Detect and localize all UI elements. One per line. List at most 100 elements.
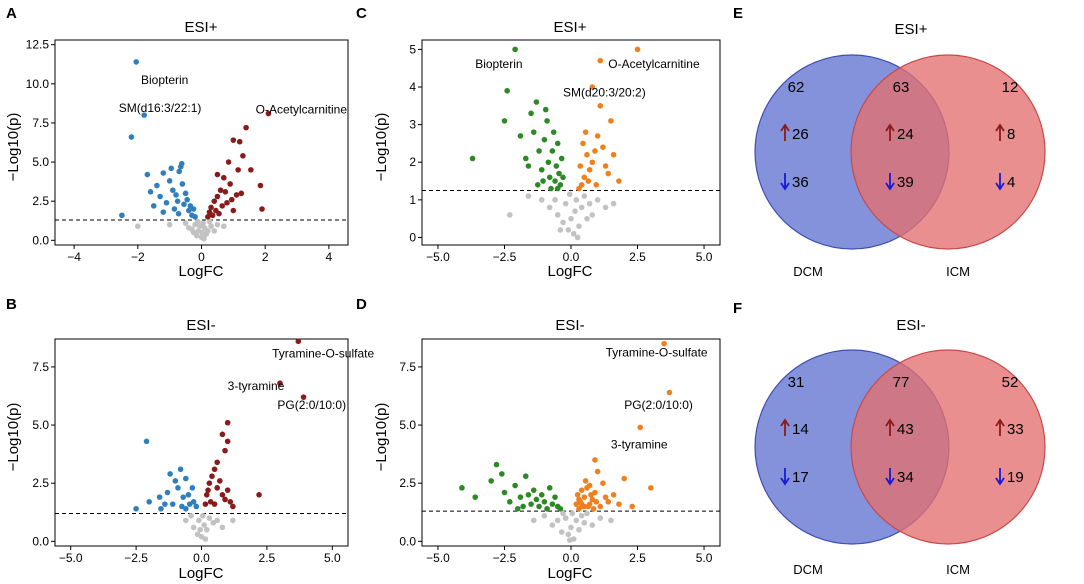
x-tick-label: −5.0 [59, 551, 83, 565]
point-down [554, 140, 561, 147]
point-up [203, 492, 210, 498]
point-down [530, 129, 537, 135]
point-down [558, 155, 565, 162]
y-tick-label: 4 [409, 80, 416, 94]
point-nonsignificant [135, 223, 141, 230]
point-up [233, 192, 240, 198]
venn-mid-down-count: 34 [897, 469, 914, 486]
point-down [549, 501, 556, 507]
x-tick-label: −5.0 [426, 551, 450, 565]
point-up [209, 473, 215, 480]
point-down [522, 473, 529, 480]
point-nonsignificant [196, 517, 202, 524]
venn-left-up-count: 14 [792, 421, 809, 438]
point-up [581, 174, 588, 181]
x-axis-label-c: LogFC [547, 263, 592, 280]
point-down [154, 182, 160, 189]
point-down [557, 505, 564, 512]
point-down [156, 494, 163, 500]
point-down [540, 178, 546, 184]
x-tick-label: −5.0 [426, 250, 450, 264]
point-up [594, 133, 601, 139]
point-down [160, 170, 167, 176]
point-down [182, 190, 189, 197]
point-up [211, 198, 218, 204]
x-axis-label-b: LogFC [178, 565, 223, 582]
point-up [219, 203, 226, 209]
point-nonsignificant [190, 524, 197, 531]
point-up [214, 193, 221, 200]
point-up [576, 505, 582, 512]
point-up [582, 129, 589, 135]
point-nonsignificant [507, 212, 513, 218]
x-tick-label: 0.0 [193, 551, 210, 565]
point-down [546, 174, 553, 181]
point-nonsignificant [610, 200, 617, 207]
point-nonsignificant [570, 230, 577, 237]
point-down [166, 178, 173, 184]
y-tick-label: 5 [409, 42, 416, 56]
point-down [181, 201, 187, 208]
point-down [472, 494, 479, 500]
point-down [170, 187, 176, 194]
plot-title-b: ESI- [186, 317, 215, 334]
point-down [512, 46, 518, 53]
point-nonsignificant [530, 517, 537, 524]
point-up [240, 153, 246, 159]
point-up [243, 124, 249, 131]
point-down [173, 192, 179, 198]
down-arrow-icon [995, 173, 1005, 191]
point-up [592, 457, 598, 463]
panel-letter-a: A [6, 5, 17, 22]
annotation-label: SM(d20:3/20:2) [563, 85, 646, 99]
y-tick-label: 5.0 [399, 418, 416, 432]
point-up [217, 187, 224, 194]
point-nonsignificant [576, 223, 582, 229]
panel-letter-b: B [6, 296, 17, 313]
point-nonsignificant [549, 522, 556, 528]
point-down [158, 505, 164, 512]
point-down [183, 475, 189, 482]
point-down [178, 160, 185, 167]
point-nonsignificant [208, 223, 214, 230]
point-up [256, 492, 262, 498]
y-axis-label-c: −Log10(p) [373, 113, 390, 182]
point-up [228, 196, 235, 203]
point-down [185, 492, 192, 498]
point-nonsignificant [565, 227, 572, 233]
point-up [629, 503, 635, 510]
down-arrow-icon [885, 173, 895, 191]
point-down [143, 438, 150, 445]
point-nonsignificant [202, 536, 209, 542]
y-tick-label: 2 [409, 155, 416, 169]
down-arrow-icon [780, 468, 790, 486]
point-nonsignificant [214, 517, 220, 524]
up-arrow-icon [995, 123, 1005, 141]
point-nonsignificant [201, 522, 207, 528]
venn-mid-up-count: 43 [897, 421, 914, 438]
venn-label-icm-e: ICM [946, 264, 970, 279]
venn-diagram-f: F ESI- 31 77 52 14 17 43 34 33 19 DCM ICM [733, 300, 1046, 577]
venn-right-down-count: 4 [1007, 174, 1015, 191]
point-down [541, 136, 548, 143]
point-nonsignificant [166, 221, 173, 228]
point-up [577, 163, 584, 169]
point-up [573, 501, 580, 507]
venn-label-icm-f: ICM [946, 562, 970, 577]
y-tick-label: 7.5 [399, 360, 416, 374]
point-down [185, 207, 192, 214]
point-up [661, 340, 667, 347]
point-up [578, 487, 585, 493]
point-up [211, 501, 218, 507]
point-down [146, 499, 152, 505]
point-down [190, 499, 197, 505]
venn-circle-icm-f [850, 349, 1046, 545]
point-down [554, 185, 561, 192]
panel-letter-e: E [733, 5, 743, 22]
annotation-label: PG(2:0/10:0) [624, 398, 693, 412]
venn-label-dcm-f: DCM [793, 562, 823, 577]
point-up [211, 466, 218, 473]
venn-right-total-e: 12 [1002, 79, 1019, 96]
venn-left-down-count: 36 [792, 174, 809, 191]
point-down [133, 59, 140, 65]
